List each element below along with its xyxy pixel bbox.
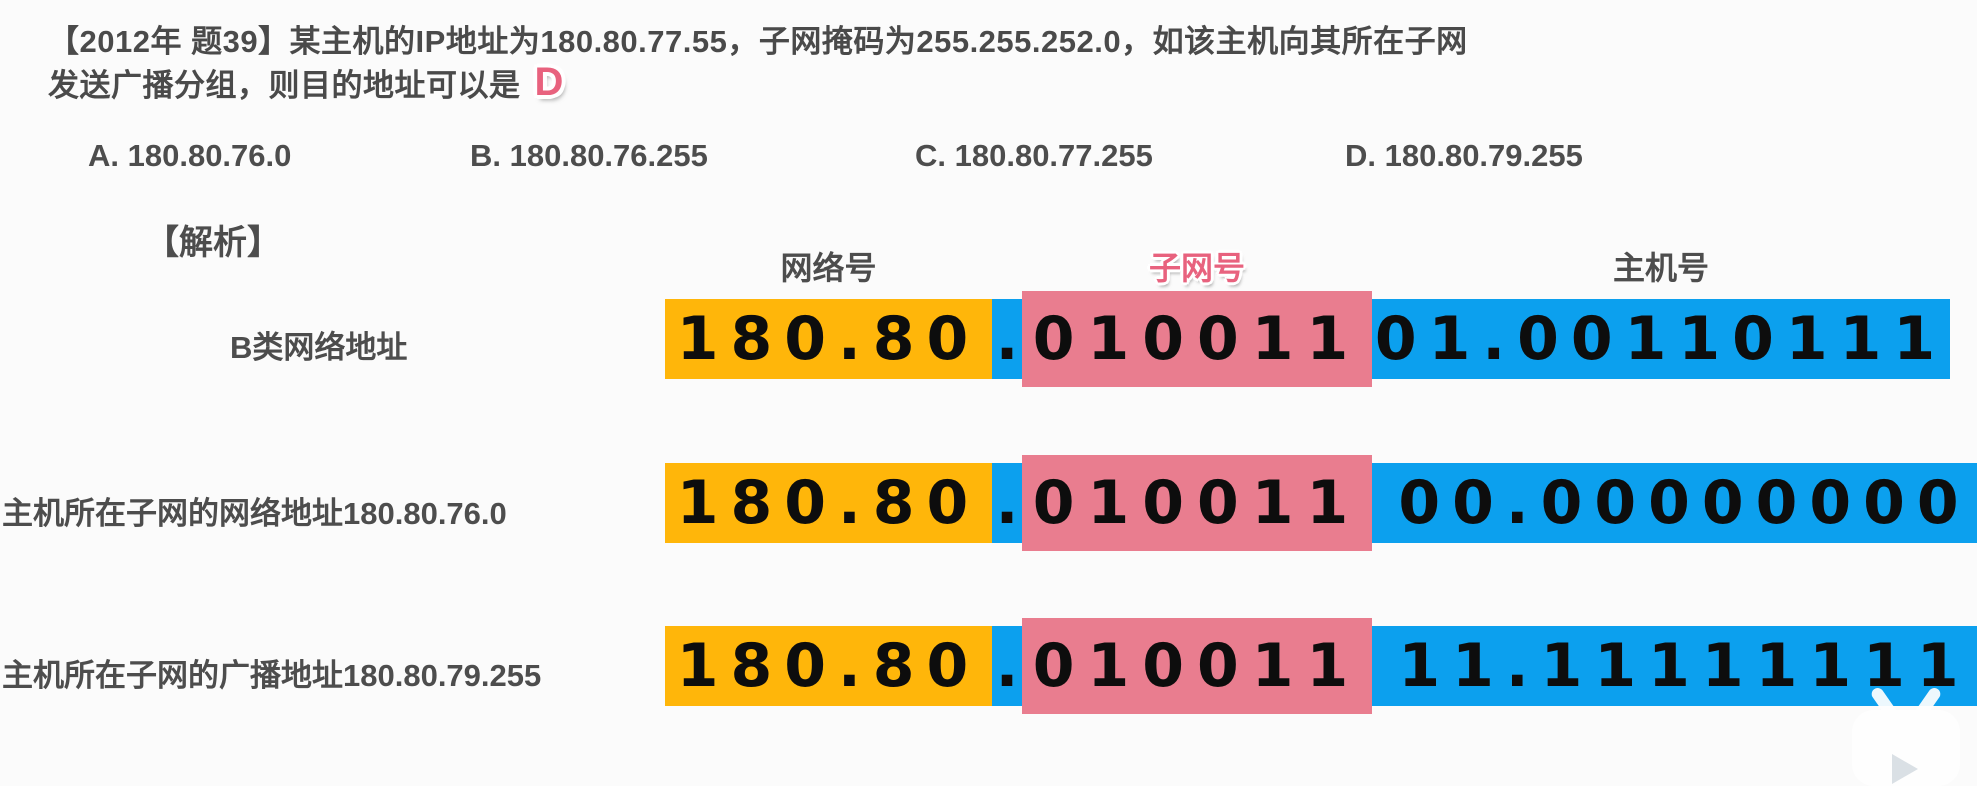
dot-segment: . [992,626,1022,706]
column-header-subnet: 子网号 [1148,250,1245,286]
row-label-subnet-broadcast: 主机所在子网的广播地址180.80.79.255 [2,658,542,693]
column-header-host: 主机号 [1612,250,1709,286]
analysis-heading: 【解析】 [145,224,281,262]
network-segment: 180.80 [665,299,992,379]
tv-watermark-icon [1852,685,1967,786]
question-title-line1: 【2012年 题39】某主机的IP地址为180.80.77.55，子网掩码为25… [48,24,1468,59]
answer-badge: D [534,60,564,104]
network-segment: 180.80 [665,626,992,706]
column-header-network: 网络号 [780,250,877,286]
subnet-segment: 010011 [1022,455,1372,551]
host-segment: 00.00000000 [1372,463,1977,543]
tv-body [1852,710,1960,786]
row-label-subnet-network: 主机所在子网的网络地址180.80.76.0 [2,496,507,531]
option-a: A. 180.80.76.0 [88,138,292,173]
subnet-segment: 010011 [1022,618,1372,714]
question-title-line2: 发送广播分组，则目的地址可以是 D [48,60,564,105]
subnet-segment: 010011 [1022,291,1372,387]
dot-segment: . [992,299,1022,379]
question-title-line2-text: 发送广播分组，则目的地址可以是 [48,68,521,103]
row-label-class-b-address: B类网络地址 [230,330,408,365]
play-triangle-icon [1892,754,1918,784]
host-segment: 01.00110111 [1372,299,1950,379]
network-segment: 180.80 [665,463,992,543]
dot-segment: . [992,463,1022,543]
option-d: D. 180.80.79.255 [1345,138,1583,173]
option-c: C. 180.80.77.255 [915,138,1153,173]
option-b: B. 180.80.76.255 [470,138,708,173]
